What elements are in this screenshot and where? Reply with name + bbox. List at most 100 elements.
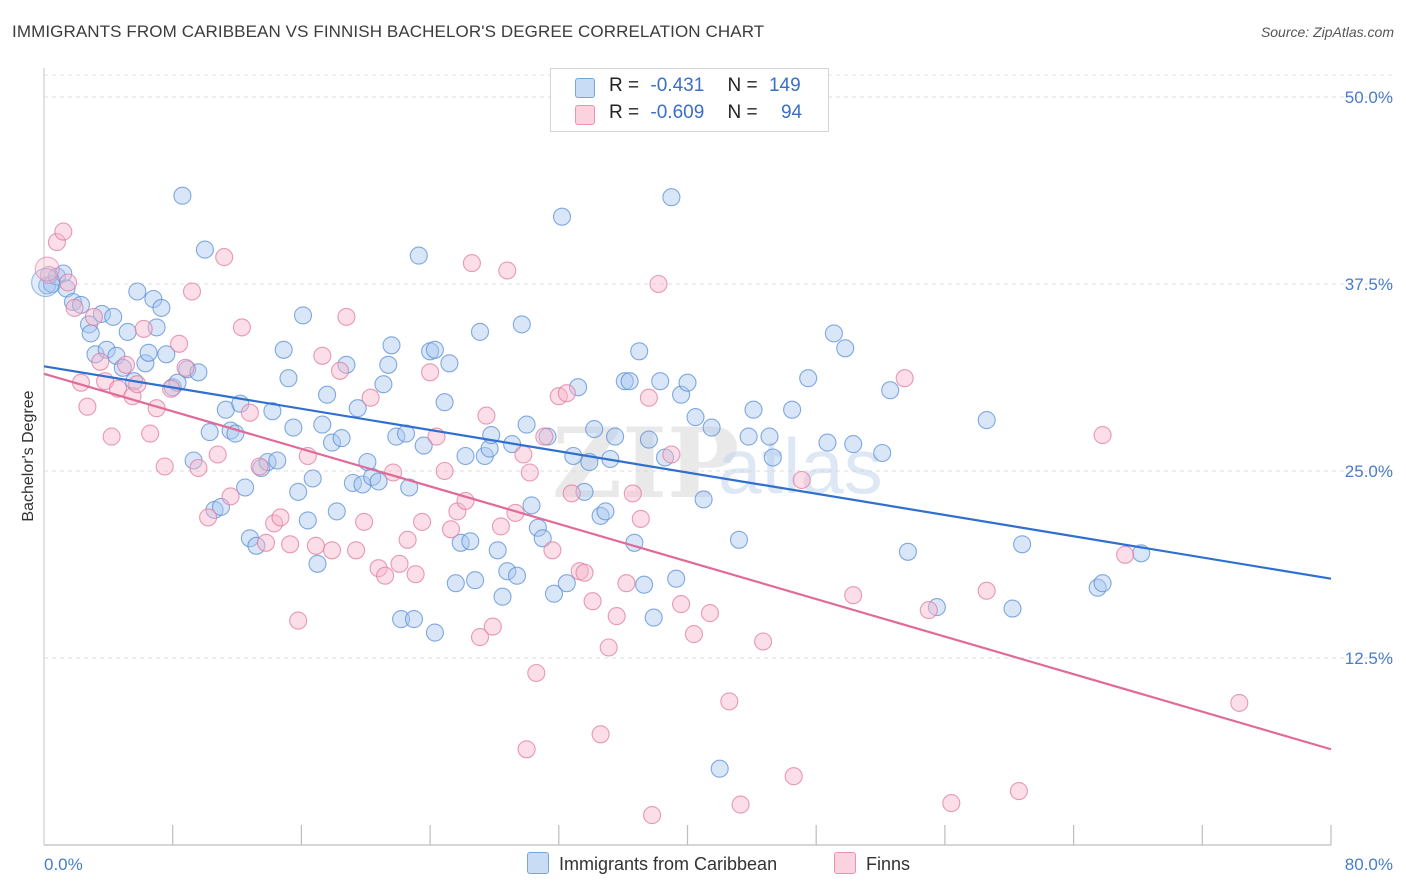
point-caribbean	[824, 324, 843, 343]
point-caribbean	[635, 575, 654, 594]
point-caribbean	[425, 623, 444, 642]
point-finns	[1116, 545, 1135, 564]
point-caribbean	[322, 433, 342, 452]
point-caribbean	[528, 518, 547, 537]
watermark-zip: ZIP	[552, 407, 739, 520]
chart-title: IMMIGRANTS FROM CARIBBEAN VS FINNISH BAC…	[12, 22, 765, 41]
point-finns	[271, 508, 290, 527]
point-finns	[65, 298, 84, 317]
point-caribbean	[173, 186, 192, 205]
point-caribbean	[818, 433, 837, 452]
point-finns	[390, 554, 409, 573]
point-caribbean	[898, 542, 917, 561]
point-finns	[84, 307, 103, 326]
correlation-legend: R = -0.431 N = 149 R = -0.609 N = 94	[550, 68, 829, 132]
point-caribbean	[533, 529, 552, 548]
point-finns	[182, 282, 202, 301]
point-finns	[337, 307, 356, 326]
point-finns	[720, 692, 739, 711]
point-caribbean	[268, 451, 287, 470]
point-caribbean	[630, 342, 649, 361]
point-caribbean	[379, 355, 398, 374]
legend-r-value: -0.609	[650, 102, 705, 123]
point-caribbean	[470, 322, 490, 341]
point-caribbean	[284, 418, 303, 437]
series-swatch-caribbean	[527, 852, 549, 874]
point-finns	[281, 535, 300, 554]
point-finns	[977, 581, 996, 600]
point-caribbean	[327, 502, 346, 521]
point-finns	[575, 563, 594, 582]
point-finns	[306, 536, 325, 555]
point-finns	[557, 384, 576, 403]
point-caribbean	[873, 443, 892, 463]
point-caribbean	[744, 400, 763, 419]
point-caribbean	[374, 375, 393, 394]
legend-text-finns: R = -0.609 N = 94	[609, 102, 802, 124]
point-finns	[456, 491, 475, 510]
point-caribbean	[783, 400, 802, 419]
point-caribbean	[557, 574, 576, 593]
point-finns	[672, 595, 691, 614]
point-finns	[108, 379, 128, 398]
point-caribbean	[729, 530, 749, 549]
legend-n-label: N =	[727, 102, 758, 123]
point-caribbean	[517, 415, 536, 434]
point-caribbean	[313, 415, 332, 434]
point-caribbean	[81, 324, 100, 343]
point-caribbean	[128, 282, 147, 301]
point-caribbean	[662, 188, 681, 207]
point-caribbean	[585, 420, 604, 439]
point-caribbean	[435, 393, 454, 412]
point-finns	[483, 617, 502, 636]
point-finns	[684, 625, 703, 644]
point-finns	[199, 508, 218, 527]
point-finns	[128, 375, 147, 394]
point-caribbean	[113, 358, 132, 377]
point-finns	[462, 254, 481, 273]
point-caribbean	[451, 533, 470, 552]
series-legend-finns: Finns	[834, 852, 910, 875]
point-caribbean-cluster	[31, 267, 61, 298]
y-tick-label: 37.5%	[1345, 275, 1393, 294]
point-finns	[607, 607, 626, 626]
point-finns	[330, 361, 350, 380]
y-tick-label: 12.5%	[1345, 649, 1393, 668]
point-finns	[543, 541, 562, 560]
point-caribbean	[440, 354, 459, 373]
point-finns	[1093, 426, 1112, 445]
point-finns	[514, 445, 533, 464]
point-finns	[355, 512, 374, 531]
point-caribbean	[195, 240, 214, 259]
point-caribbean	[836, 339, 855, 358]
point-finns	[215, 248, 234, 267]
trend-layer	[43, 365, 1332, 751]
point-caribbean	[136, 354, 155, 373]
point-caribbean	[522, 496, 541, 515]
point-finns	[435, 461, 454, 481]
point-caribbean	[400, 478, 419, 497]
point-caribbean	[139, 343, 158, 362]
point-finns	[470, 628, 490, 647]
point-finns	[361, 388, 380, 407]
legend-n-value: 149	[768, 75, 801, 96]
point-caribbean	[293, 306, 313, 325]
point-caribbean	[308, 554, 327, 573]
point-caribbean	[298, 511, 317, 530]
point-caribbean	[667, 569, 686, 588]
legend-n-value: 94	[780, 102, 803, 123]
point-finns	[102, 427, 121, 446]
point-caribbean	[404, 610, 424, 629]
point-finns	[591, 725, 610, 744]
point-finns	[398, 530, 417, 549]
labels-layer: 12.5% 25.0% 37.5% 50.0% 0.0% 80.0% Bachelor's …	[20, 88, 1393, 874]
point-caribbean	[392, 610, 411, 629]
point-finns	[1009, 782, 1028, 801]
point-finns	[527, 663, 546, 683]
point-caribbean	[263, 402, 282, 421]
point-finns	[617, 574, 636, 593]
point-finns	[643, 806, 662, 825]
point-caribbean	[1013, 535, 1032, 554]
